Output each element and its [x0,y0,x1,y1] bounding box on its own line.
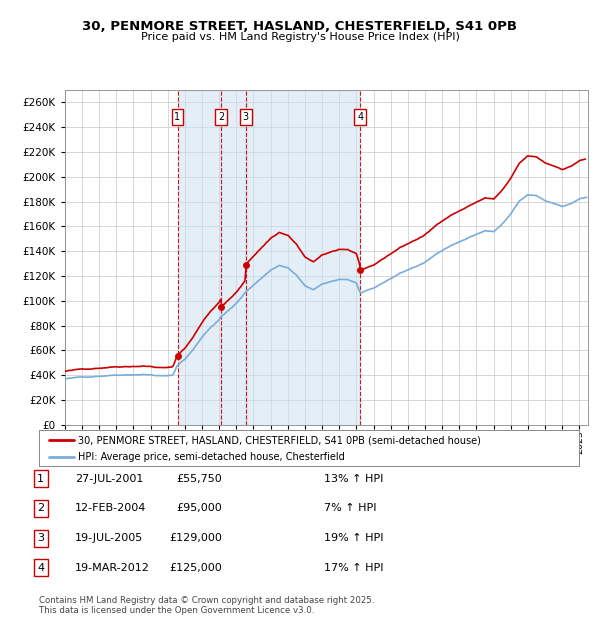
Text: £55,750: £55,750 [176,474,222,484]
Text: 12-FEB-2004: 12-FEB-2004 [75,503,146,513]
Text: 30, PENMORE STREET, HASLAND, CHESTERFIELD, S41 0PB (semi-detached house): 30, PENMORE STREET, HASLAND, CHESTERFIEL… [78,435,481,445]
Text: 19-JUL-2005: 19-JUL-2005 [75,533,143,543]
Text: 2: 2 [218,112,224,122]
Bar [246,90,360,425]
Text: £125,000: £125,000 [169,563,222,573]
Text: 27-JUL-2001: 27-JUL-2001 [75,474,143,484]
Bar [178,90,221,425]
Text: 3: 3 [243,112,249,122]
Text: £95,000: £95,000 [176,503,222,513]
Text: HPI: Average price, semi-detached house, Chesterfield: HPI: Average price, semi-detached house,… [78,452,344,463]
Text: Price paid vs. HM Land Registry's House Price Index (HPI): Price paid vs. HM Land Registry's House … [140,32,460,42]
Text: 4: 4 [357,112,363,122]
Text: 3: 3 [37,533,44,543]
Text: £129,000: £129,000 [169,533,222,543]
Text: 7% ↑ HPI: 7% ↑ HPI [324,503,377,513]
Text: 4: 4 [37,563,44,573]
Text: 1: 1 [175,112,181,122]
Text: 13% ↑ HPI: 13% ↑ HPI [324,474,383,484]
Bar [221,90,246,425]
Text: 1: 1 [37,474,44,484]
Text: 17% ↑ HPI: 17% ↑ HPI [324,563,383,573]
Text: 19% ↑ HPI: 19% ↑ HPI [324,533,383,543]
Text: 30, PENMORE STREET, HASLAND, CHESTERFIELD, S41 0PB: 30, PENMORE STREET, HASLAND, CHESTERFIEL… [83,20,517,33]
Text: 19-MAR-2012: 19-MAR-2012 [75,563,150,573]
Text: 2: 2 [37,503,44,513]
Text: Contains HM Land Registry data © Crown copyright and database right 2025.
This d: Contains HM Land Registry data © Crown c… [39,596,374,615]
